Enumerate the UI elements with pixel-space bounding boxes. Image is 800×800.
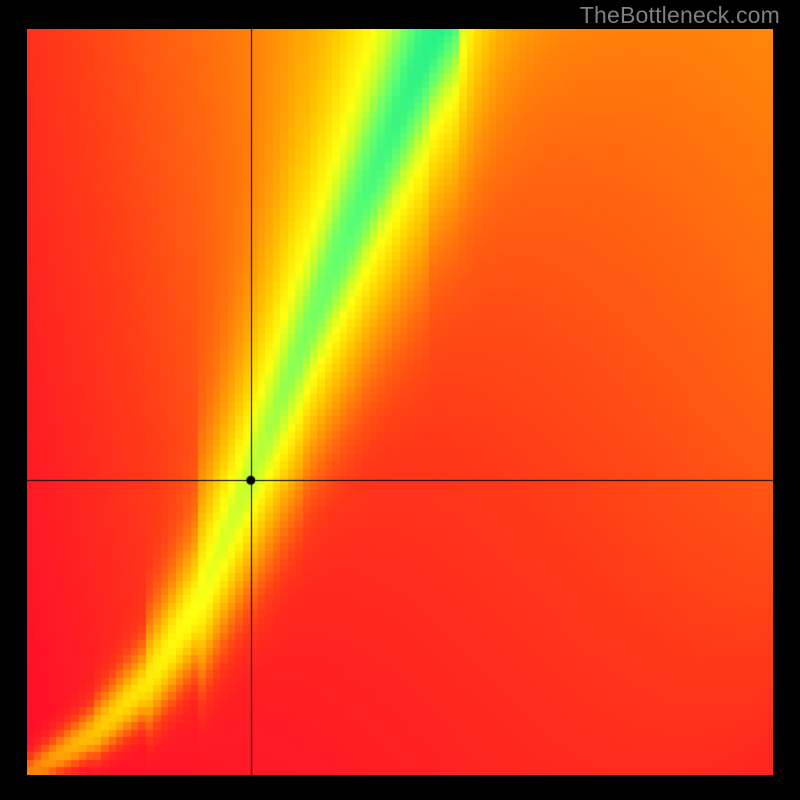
bottleneck-heatmap bbox=[27, 29, 773, 775]
watermark-text: TheBottleneck.com bbox=[580, 2, 780, 29]
chart-container: TheBottleneck.com bbox=[0, 0, 800, 800]
